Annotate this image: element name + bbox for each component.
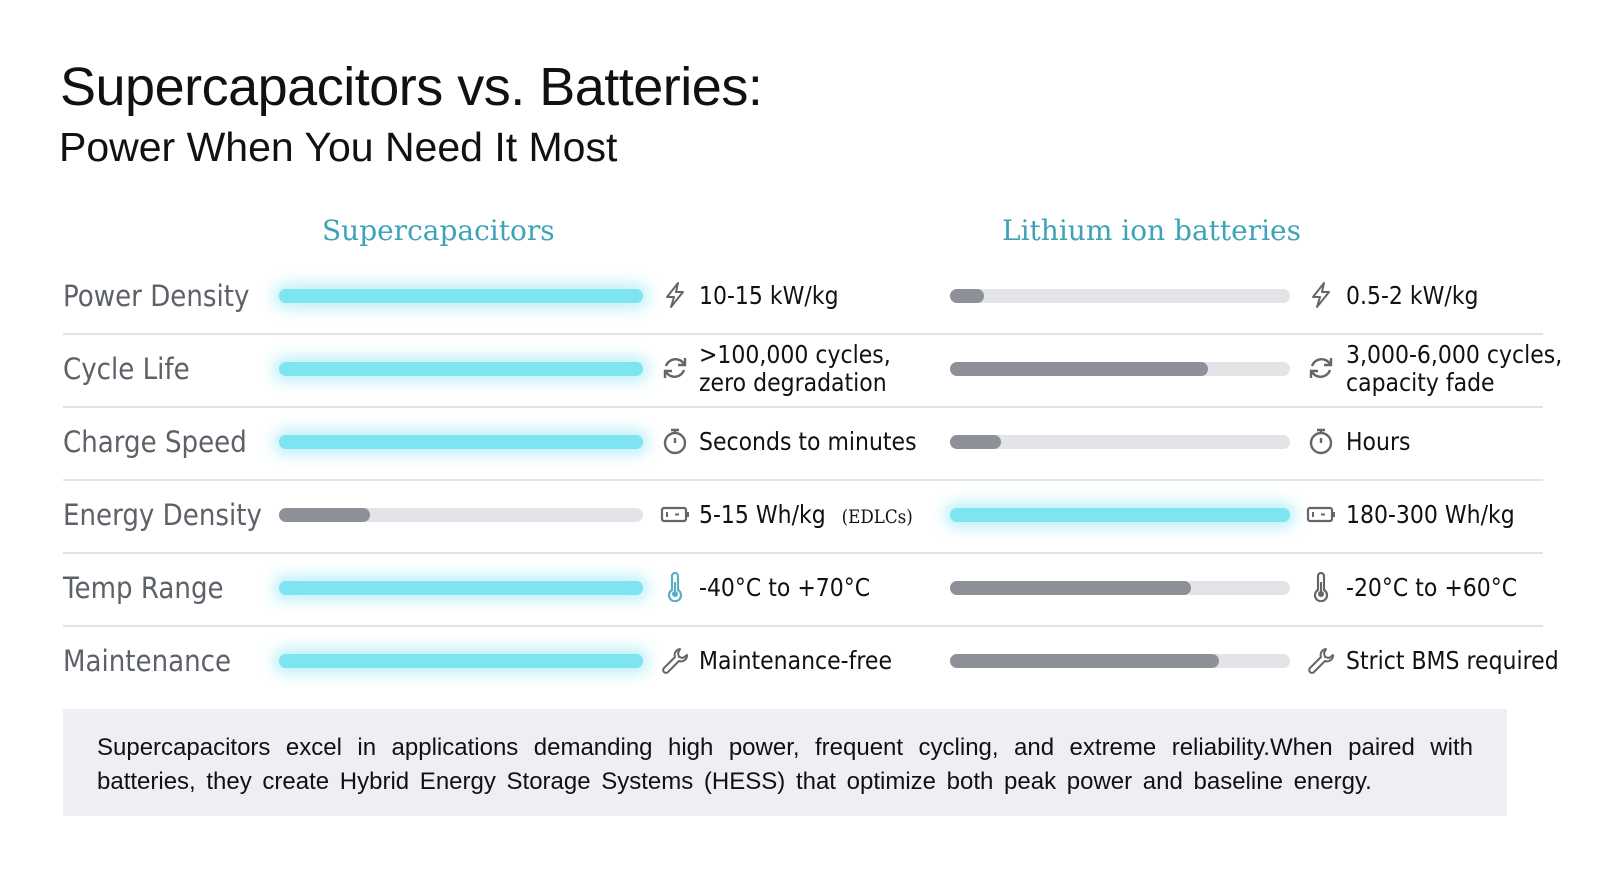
bar-supercapacitor (279, 581, 643, 595)
bar-track (279, 508, 643, 522)
row-temp-range: Temp Range -40°C to +70°C -20°C to +60°C (63, 552, 1543, 627)
bar-track (950, 289, 1290, 303)
value-text: capacity fade (1346, 368, 1495, 397)
value-text: 5-15 Wh/kg (699, 500, 826, 529)
value-text: -40°C to +70°C (699, 573, 871, 602)
value-label: >100,000 cycles, zero degradation (699, 341, 891, 397)
lightning-icon (1312, 282, 1330, 308)
bar-battery (950, 508, 1290, 522)
stopwatch-icon (1309, 428, 1333, 455)
row-power-density: Power Density 10-15 kW/kg 0.5-2 kW/kg (63, 260, 1543, 335)
wrench-icon (1308, 648, 1334, 674)
row-energy-density: Energy Density 5-15 Wh/kg (EDLCs) 180-300 W… (63, 479, 1543, 554)
bar-battery (950, 581, 1192, 595)
column-header-supercapacitors: Supercapacitors (322, 214, 555, 247)
bar-battery (950, 435, 1001, 449)
bar-supercapacitor (279, 289, 643, 303)
battery-icon (660, 506, 689, 523)
bar-track (279, 654, 643, 668)
bar-track (950, 508, 1290, 522)
refresh-cycle-icon (663, 358, 687, 378)
value-label: Strict BMS required (1346, 647, 1559, 675)
value-text: 3,000-6,000 cycles, (1346, 340, 1563, 369)
bar-supercapacitor (279, 654, 643, 668)
value-label: 10-15 kW/kg (699, 282, 839, 310)
page-title: Supercapacitors vs. Batteries: (60, 57, 763, 117)
value-text: Hours (1346, 427, 1411, 456)
row-label: Maintenance (63, 644, 232, 678)
bar-track (279, 362, 643, 376)
page-subtitle: Power When You Need It Most (59, 124, 618, 170)
bar-battery (950, 289, 984, 303)
value-note: (EDLCs) (841, 506, 913, 528)
row-label: Power Density (63, 279, 250, 313)
value-text: 10-15 kW/kg (699, 281, 839, 310)
bar-track (950, 654, 1290, 668)
value-label: 3,000-6,000 cycles, capacity fade (1346, 341, 1562, 397)
value-label: 5-15 Wh/kg (EDLCs) (699, 501, 913, 531)
value-text: zero degradation (699, 368, 887, 397)
bar-track (279, 581, 643, 595)
bar-track (950, 435, 1290, 449)
summary-box: Supercapacitors excel in applications de… (63, 709, 1507, 816)
value-label: Hours (1346, 428, 1410, 456)
value-label: Maintenance-free (699, 647, 892, 675)
thermometer-icon (667, 572, 683, 602)
value-label: 180-300 Wh/kg (1346, 501, 1515, 529)
value-text: Seconds to minutes (699, 427, 917, 456)
battery-icon (1306, 506, 1335, 523)
row-charge-speed: Charge Speed Seconds to minutes Hours (63, 406, 1543, 481)
wrench-icon (662, 648, 688, 674)
value-label: Seconds to minutes (699, 428, 917, 456)
bar-supercapacitor (279, 435, 643, 449)
value-text: -20°C to +60°C (1346, 573, 1518, 602)
bar-battery (950, 362, 1209, 376)
refresh-cycle-icon (1309, 358, 1333, 378)
lightning-icon (666, 282, 684, 308)
bar-track (279, 289, 643, 303)
bar-supercapacitor (279, 508, 370, 522)
thermometer-icon (1313, 572, 1329, 602)
stopwatch-icon (663, 428, 687, 455)
value-text: 0.5-2 kW/kg (1346, 281, 1479, 310)
row-cycle-life: Cycle Life >100,000 cycles, zero degradati… (63, 333, 1562, 408)
row-maintenance: Maintenance Maintenance-free Strict BMS re… (63, 625, 1559, 698)
bar-track (950, 362, 1290, 376)
bar-track (279, 435, 643, 449)
row-label: Charge Speed (63, 425, 247, 459)
value-label: -40°C to +70°C (699, 574, 870, 602)
value-label: 0.5-2 kW/kg (1346, 282, 1479, 310)
row-label: Temp Range (63, 571, 224, 605)
bar-supercapacitor (279, 362, 643, 376)
bar-track (950, 581, 1290, 595)
value-text: 180-300 Wh/kg (1346, 500, 1515, 529)
column-header-batteries: Lithium ion batteries (1002, 214, 1301, 247)
value-label: -20°C to +60°C (1346, 574, 1517, 602)
value-text: >100,000 cycles, (699, 340, 891, 369)
bar-battery (950, 654, 1219, 668)
value-text: Strict BMS required (1346, 646, 1559, 675)
value-text: Maintenance-free (699, 646, 892, 675)
row-label: Energy Density (63, 498, 262, 532)
row-label: Cycle Life (63, 352, 190, 386)
